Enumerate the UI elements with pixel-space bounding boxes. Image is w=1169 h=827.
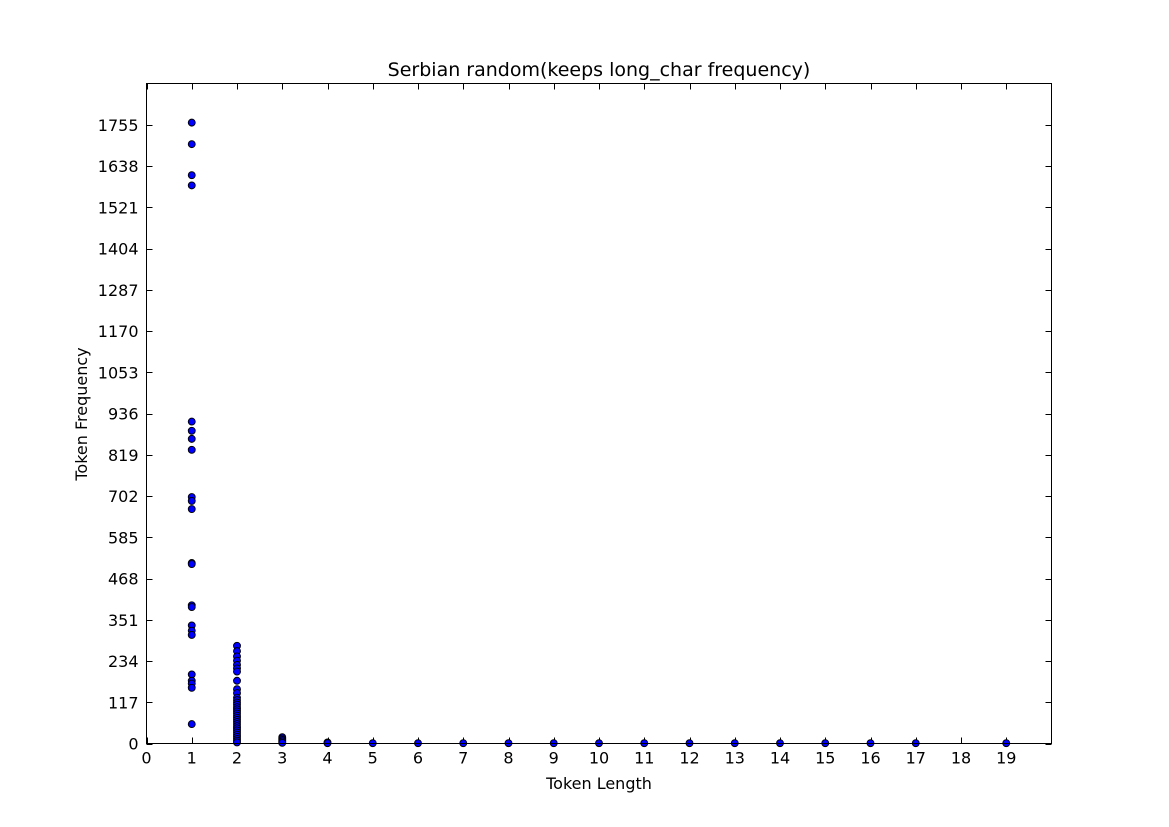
x-tick-label: 2 [232,749,242,768]
x-tick-label: 5 [368,749,378,768]
x-tick-label: 11 [634,749,654,768]
data-point [233,676,241,685]
x-tick-label: 0 [141,749,151,768]
data-point [187,630,196,639]
y-tick-label: 351 [108,611,139,630]
data-point [187,505,196,513]
data-point [187,118,196,127]
axis-ticks: 0 1 2 3 4 5 6 7 8 9 10 11 12 13 14 15 16 17 18 190117234351… [98,83,1052,768]
chart-title: Serbian random(keeps long_char frequency… [388,59,811,81]
y-tick-label: 117 [108,693,139,712]
data-points [187,118,1011,748]
x-tick-label: 15 [815,749,835,768]
x-tick-label: 13 [725,749,745,768]
x-tick-label: 1 [187,749,197,768]
y-tick-label: 936 [108,405,139,424]
y-tick-label: 1638 [98,157,139,176]
y-tick-label: 1287 [98,281,139,300]
y-tick-label: 1170 [98,322,139,341]
y-tick-label: 819 [108,446,139,465]
x-tick-label: 18 [951,749,971,768]
data-point [187,720,196,729]
data-point [187,434,196,443]
data-point [187,683,196,692]
data-point [187,181,196,190]
y-tick-label: 468 [108,570,139,589]
data-point [233,738,241,747]
data-point [187,603,196,612]
data-point [187,426,196,435]
y-tick-label: 1404 [98,240,139,259]
x-tick-label: 12 [679,749,699,768]
data-point [187,445,196,454]
x-tick-label: 14 [770,749,790,768]
x-tick-label: 3 [277,749,287,768]
data-point [187,171,196,180]
x-tick-label: 8 [503,749,513,768]
x-tick-label: 7 [458,749,468,768]
data-point [187,417,196,426]
y-tick-label: 1521 [98,198,139,217]
y-tick-label: 702 [108,487,139,506]
y-tick-label: 1755 [98,116,139,135]
x-tick-label: 17 [906,749,926,768]
y-tick-label: 1053 [98,363,139,382]
y-tick-label: 0 [128,735,138,754]
x-tick-label: 16 [860,749,880,768]
data-point [187,496,196,505]
y-tick-label: 585 [108,528,139,547]
data-point [278,738,287,747]
data-point [233,667,241,676]
data-point [187,140,196,149]
x-tick-label: 4 [322,749,332,768]
plot-frame [146,83,1052,744]
x-tick-label: 19 [996,749,1016,768]
data-point [187,560,196,568]
x-tick-label: 6 [413,749,423,768]
y-axis-title: Token Frequency [72,347,91,481]
x-tick-label: 9 [549,749,559,768]
x-tick-label: 10 [589,749,609,768]
y-tick-label: 234 [108,652,139,671]
x-axis-title: Token Length [545,774,652,793]
